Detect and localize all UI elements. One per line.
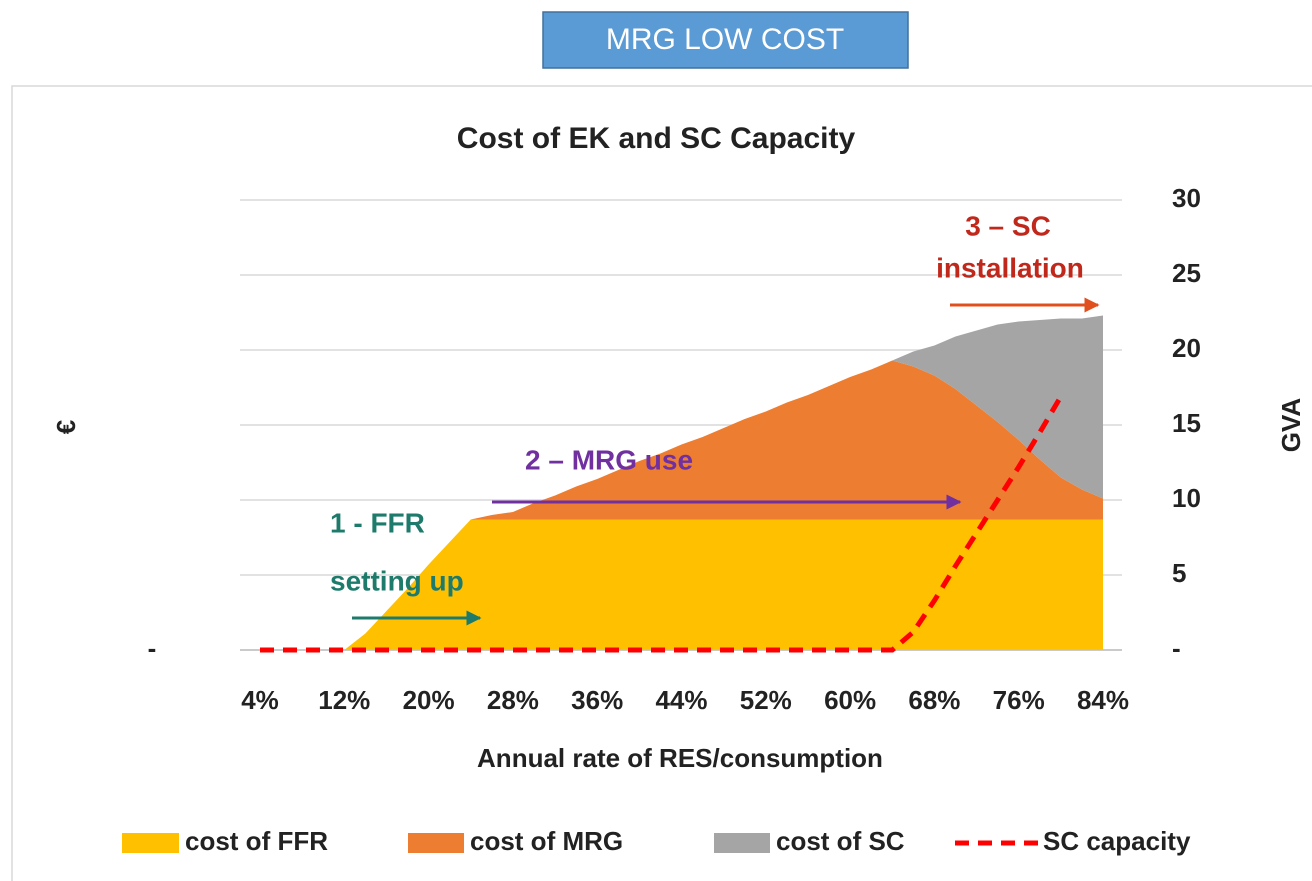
y2-tick-label: 30 [1172, 183, 1201, 213]
x-tick-label: 84% [1077, 685, 1129, 715]
x-tick-label: 28% [487, 685, 539, 715]
y-tick-label: - [148, 633, 157, 663]
legend-label: cost of MRG [470, 826, 623, 856]
area [260, 360, 1103, 650]
legend-swatch [408, 833, 464, 853]
y2-tick-label: 25 [1172, 258, 1201, 288]
legend-label: cost of FFR [185, 826, 328, 856]
y-axis-label: € [51, 420, 81, 434]
x-tick-label: 12% [318, 685, 370, 715]
chart-title: Cost of EK and SC Capacity [457, 122, 856, 155]
annotation: setting up [330, 565, 464, 596]
y2-tick-label: 15 [1172, 408, 1201, 438]
annotation: 2 – MRG use [525, 444, 693, 475]
y2-axis-label: GVA [1276, 398, 1306, 453]
x-tick-label: 68% [908, 685, 960, 715]
legend-label: cost of SC [776, 826, 905, 856]
x-tick-label: 76% [993, 685, 1045, 715]
annotation: installation [936, 252, 1084, 283]
x-tick-label: 4% [241, 685, 279, 715]
y2-tick-label: - [1172, 633, 1181, 663]
legend-swatch [714, 833, 770, 853]
y2-tick-label: 5 [1172, 558, 1186, 588]
area [260, 315, 1103, 650]
x-tick-label: 52% [740, 685, 792, 715]
annotation: 1 - FFR [330, 507, 425, 538]
x-tick-label: 36% [571, 685, 623, 715]
line [260, 395, 1064, 653]
legend-label: SC capacity [1043, 826, 1191, 856]
x-axis-label: Annual rate of RES/consumption [477, 743, 883, 773]
y2-tick-label: 10 [1172, 483, 1201, 513]
x-tick-label: 60% [824, 685, 876, 715]
y2-tick-label: 20 [1172, 333, 1201, 363]
header-box [542, 11, 909, 69]
x-tick-label: 20% [403, 685, 455, 715]
annotation: 3 – SC [965, 210, 1051, 241]
legend-swatch [122, 833, 179, 853]
x-tick-label: 44% [655, 685, 707, 715]
header-title: MRG LOW COST [606, 23, 844, 56]
